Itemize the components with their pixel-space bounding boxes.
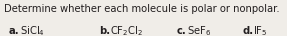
Text: SiCl$_4$: SiCl$_4$ [20,24,44,36]
Text: a.: a. [9,26,19,36]
Text: Determine whether each molecule is polar or nonpolar.: Determine whether each molecule is polar… [4,4,280,14]
Text: b.: b. [99,26,110,36]
Text: CF$_2$Cl$_2$: CF$_2$Cl$_2$ [110,24,143,36]
Text: c.: c. [177,26,186,36]
Text: d.: d. [243,26,254,36]
Text: IF$_5$: IF$_5$ [253,24,268,36]
Text: SeF$_6$: SeF$_6$ [187,24,212,36]
